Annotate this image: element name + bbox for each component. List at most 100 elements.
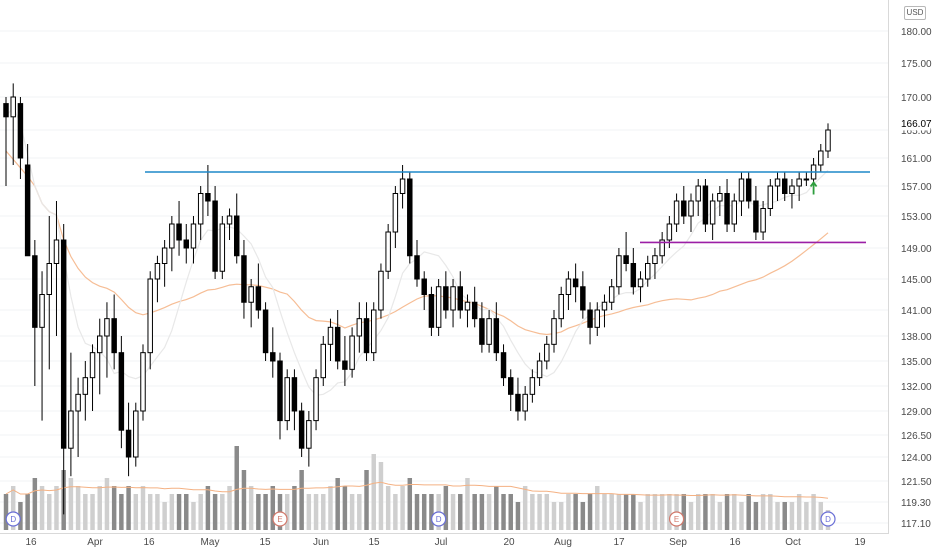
y-tick-label: 129.00 bbox=[901, 407, 932, 418]
volume-bar bbox=[602, 494, 607, 530]
volume-bar bbox=[349, 494, 355, 530]
y-tick-label: 119.30 bbox=[901, 498, 931, 509]
volume-bar bbox=[681, 494, 687, 530]
volume-bar bbox=[609, 494, 614, 530]
candle-body bbox=[60, 239, 67, 449]
volume-bar bbox=[306, 494, 312, 530]
y-tick-label: 157.00 bbox=[901, 182, 932, 193]
volume-bar bbox=[54, 486, 59, 530]
volume-bar bbox=[169, 494, 175, 530]
candle-body bbox=[457, 286, 463, 311]
volume-bar bbox=[652, 494, 658, 530]
candle-body bbox=[652, 255, 658, 264]
candle-body bbox=[608, 286, 615, 303]
volume-bar bbox=[162, 502, 167, 530]
volume-bar bbox=[10, 486, 16, 530]
last-price-badge bbox=[889, 115, 931, 131]
volume-bar bbox=[104, 478, 110, 530]
candle-body bbox=[327, 326, 334, 345]
candle-body bbox=[471, 301, 478, 320]
candle-body bbox=[818, 150, 824, 166]
candle-body bbox=[508, 377, 514, 395]
volume-bar bbox=[695, 494, 701, 530]
y-tick-label: 132.00 bbox=[901, 382, 932, 393]
candle-body bbox=[183, 239, 189, 249]
volume-bar bbox=[566, 494, 571, 530]
volume-bar bbox=[248, 486, 254, 530]
volume-bar bbox=[429, 494, 434, 530]
x-tick-label: 15 bbox=[368, 537, 380, 548]
candle-body bbox=[356, 318, 363, 337]
candle-body bbox=[673, 200, 680, 225]
candle-body bbox=[104, 318, 110, 337]
candle-body bbox=[298, 410, 305, 449]
candle-body bbox=[53, 239, 60, 264]
y-tick-label: 145.00 bbox=[901, 275, 932, 286]
volume-bar bbox=[371, 454, 376, 530]
candle-body bbox=[522, 393, 528, 412]
candle-body bbox=[529, 377, 536, 395]
candle-body bbox=[378, 270, 384, 311]
x-tick-label: Jun bbox=[313, 537, 329, 548]
volume-bar bbox=[342, 486, 348, 530]
volume-bar bbox=[638, 502, 643, 530]
candle-body bbox=[435, 286, 442, 328]
volume-bar bbox=[263, 494, 268, 530]
candle-body bbox=[161, 247, 168, 264]
volume-bar bbox=[472, 494, 477, 530]
y-tick-label: 149.00 bbox=[901, 244, 932, 255]
volume-bar bbox=[393, 494, 398, 530]
volume-bar bbox=[47, 494, 52, 530]
candle-body bbox=[601, 301, 608, 311]
candle-body bbox=[320, 343, 326, 379]
volume-bar bbox=[753, 502, 759, 530]
volume-bar bbox=[717, 502, 723, 530]
y-tick-label: 126.50 bbox=[901, 431, 932, 442]
candle-body bbox=[248, 286, 254, 303]
volume-bar bbox=[39, 486, 45, 530]
volume-bar bbox=[90, 494, 95, 530]
candle-body bbox=[825, 129, 831, 152]
volume-bar bbox=[321, 494, 326, 530]
volume-bar bbox=[400, 486, 405, 530]
candle-body bbox=[32, 255, 38, 328]
x-tick-label: Sep bbox=[669, 537, 687, 548]
volume-bar bbox=[147, 494, 153, 530]
volume-bar bbox=[479, 494, 485, 530]
volume-bar bbox=[544, 494, 550, 530]
y-tick-label: 121.50 bbox=[901, 477, 932, 488]
volume-bar bbox=[284, 494, 290, 530]
volume-bar bbox=[804, 502, 809, 530]
candle-body bbox=[68, 410, 74, 449]
volume-bar bbox=[385, 486, 391, 530]
volume-bar bbox=[443, 486, 449, 530]
candle-body bbox=[803, 178, 810, 181]
currency-label[interactable]: USD bbox=[904, 6, 926, 20]
candle-body bbox=[623, 255, 629, 264]
candle-body bbox=[197, 193, 204, 225]
volume-bar bbox=[378, 462, 384, 530]
candle-body bbox=[702, 185, 709, 225]
candle-body bbox=[659, 239, 665, 257]
candle-body bbox=[24, 164, 31, 257]
event-marker-letter: E bbox=[674, 515, 679, 524]
x-tick-label: 16 bbox=[729, 537, 741, 548]
y-tick-label: 124.00 bbox=[901, 453, 932, 464]
volume-bar bbox=[616, 494, 622, 530]
volume-bar bbox=[364, 470, 369, 530]
event-marker-icon bbox=[431, 511, 447, 527]
candle-body bbox=[645, 263, 651, 280]
volume-bar bbox=[580, 502, 586, 530]
candle-body bbox=[774, 178, 781, 187]
candle-body bbox=[486, 318, 492, 345]
candle-body bbox=[399, 178, 406, 194]
y-tick-label: 180.00 bbox=[901, 27, 932, 38]
volume-bar bbox=[3, 494, 9, 530]
volume-bar bbox=[623, 494, 629, 530]
volume-bar bbox=[176, 494, 182, 530]
candle-body bbox=[219, 223, 226, 272]
volume-bar bbox=[256, 494, 261, 530]
candle-body bbox=[464, 301, 471, 311]
candle-body bbox=[544, 343, 550, 362]
